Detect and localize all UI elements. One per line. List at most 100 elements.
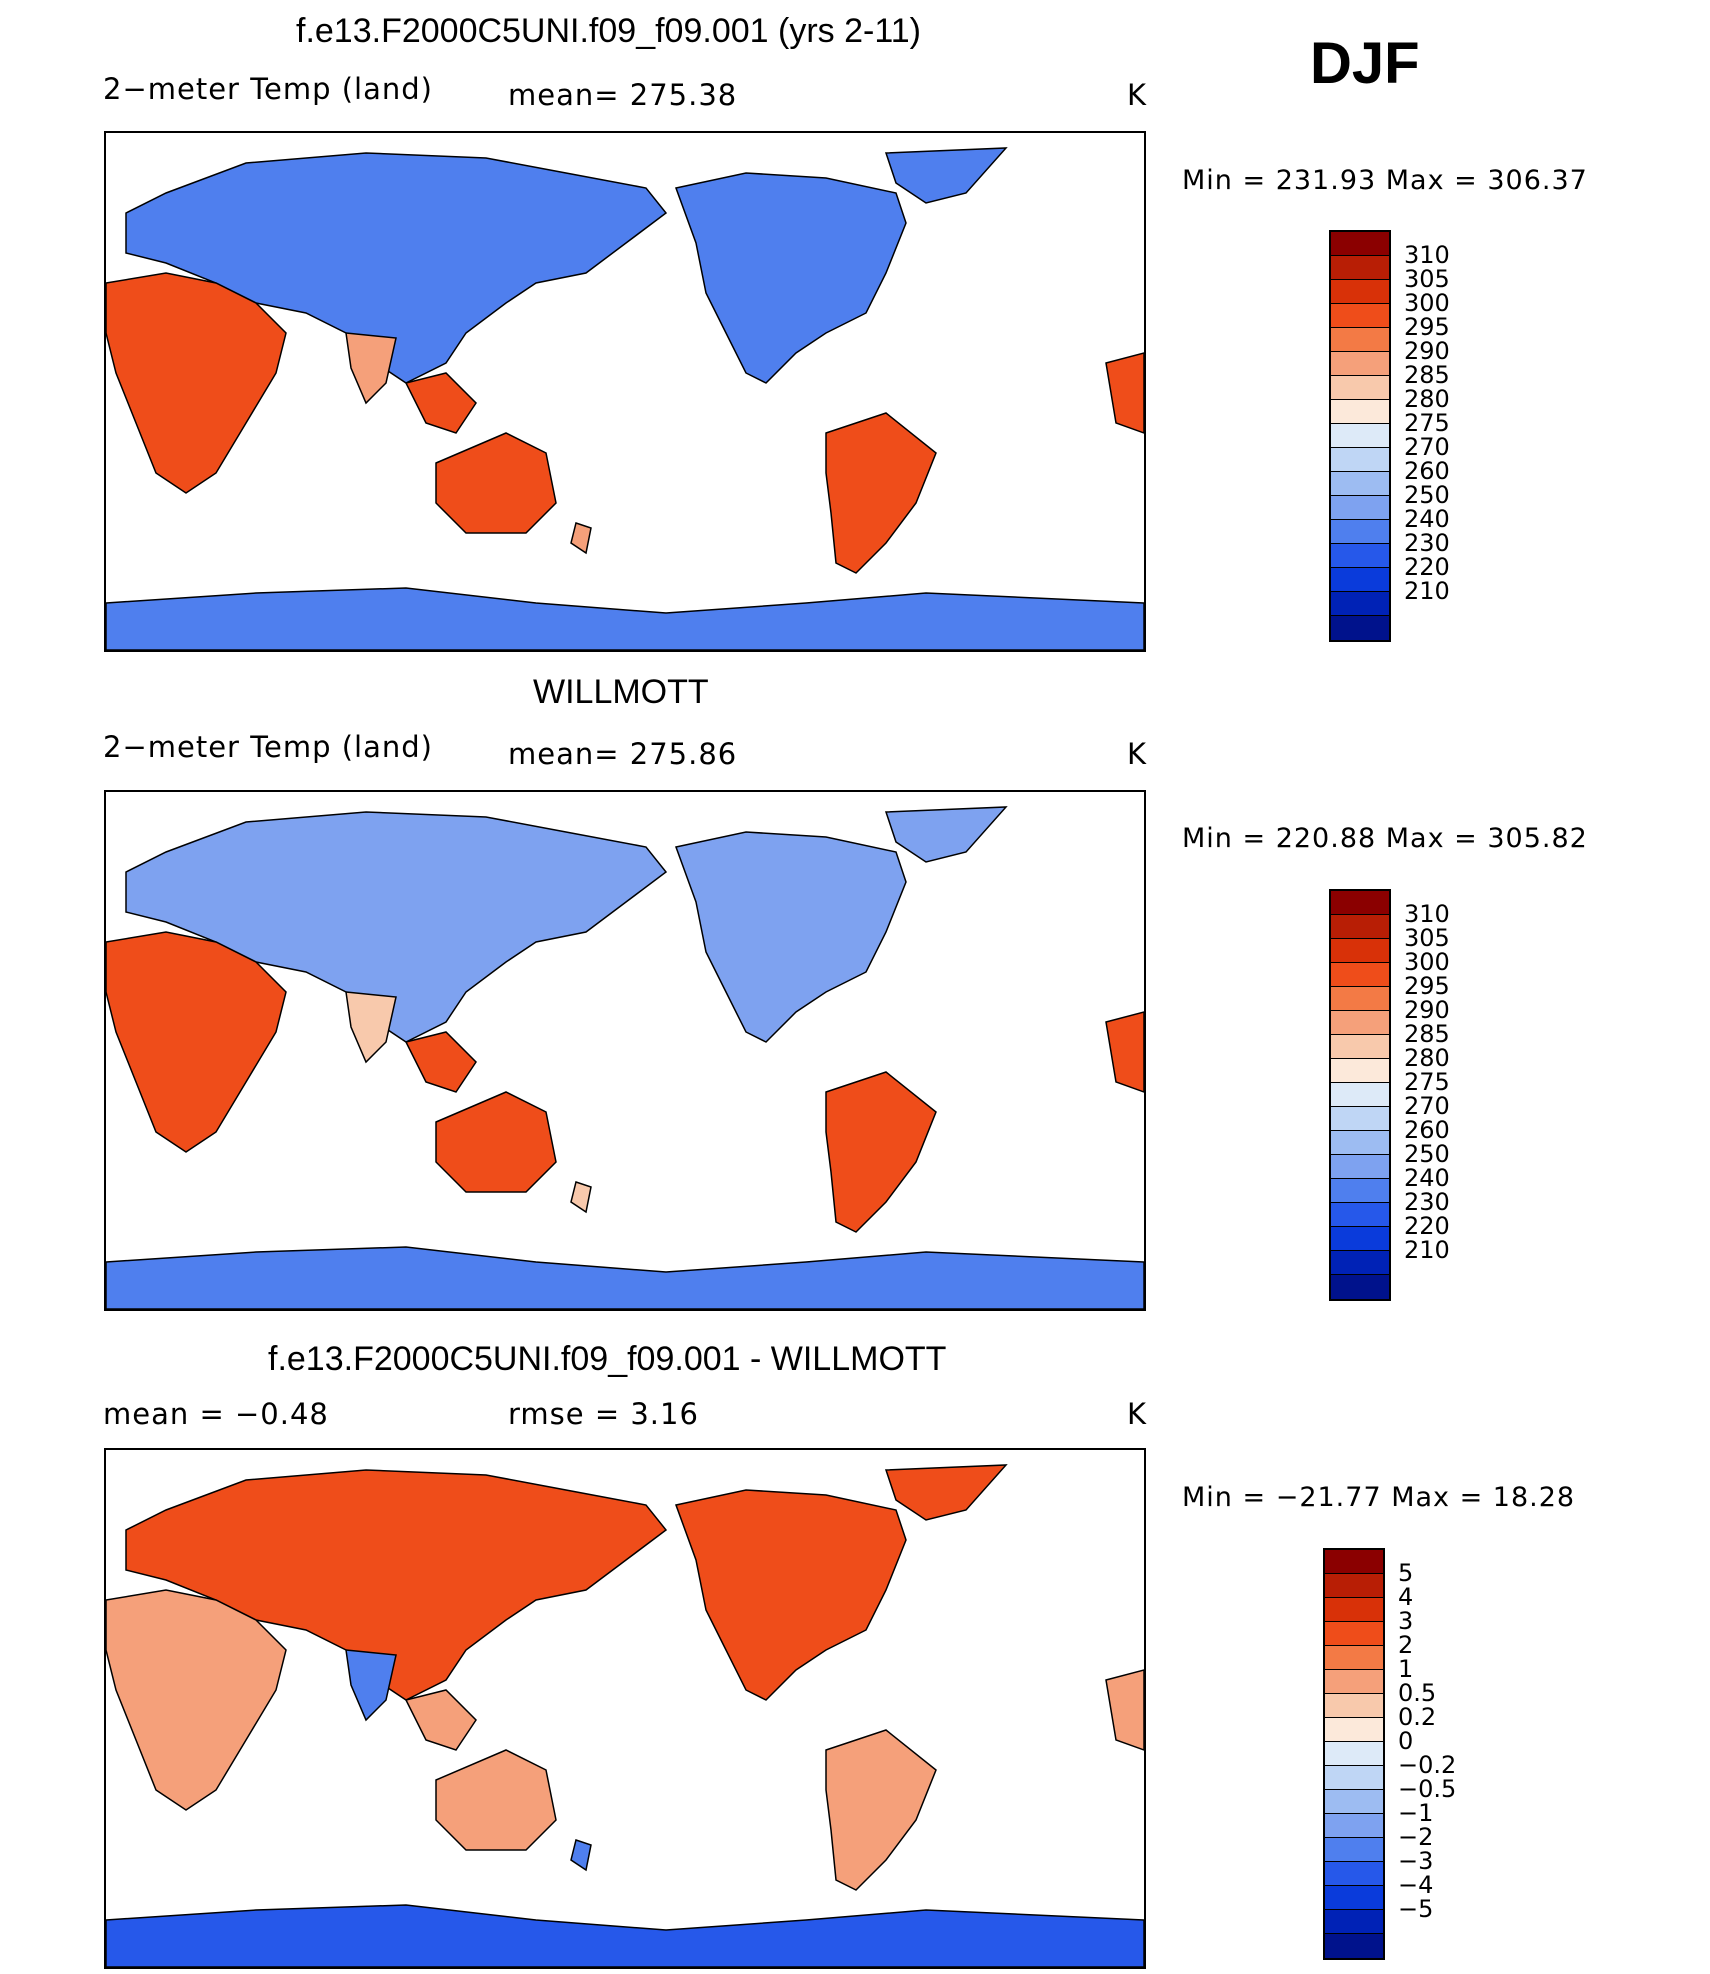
colorbar-tick-label: 220 — [1404, 1212, 1450, 1240]
landmass-india — [345, 332, 397, 405]
panel-2-colorbar — [1329, 889, 1391, 1301]
colorbar-swatch — [1325, 1670, 1383, 1694]
panel-1-title: f.e13.F2000C5UNI.f09_f09.001 (yrs 2-11) — [296, 12, 921, 50]
panel-2-mean-label: mean= 275.86 — [508, 737, 738, 771]
colorbar-swatch — [1331, 256, 1389, 280]
colorbar-swatch — [1331, 568, 1389, 592]
colorbar-tick-label: 230 — [1404, 529, 1450, 557]
landmass-wafrica — [1105, 352, 1144, 434]
landmass-australia — [435, 1091, 557, 1193]
colorbar-tick-label: 5 — [1398, 1559, 1414, 1587]
colorbar-tick-label: 260 — [1404, 457, 1450, 485]
colorbar-swatch — [1331, 592, 1389, 616]
colorbar-swatch — [1331, 1131, 1389, 1155]
colorbar-tick-label: 300 — [1404, 948, 1450, 976]
colorbar-tick-label: 220 — [1404, 553, 1450, 581]
colorbar-swatch — [1325, 1934, 1383, 1958]
colorbar-swatch — [1331, 891, 1389, 915]
landmass-nz — [570, 1181, 592, 1214]
colorbar-swatch — [1331, 376, 1389, 400]
landmass-nz — [570, 522, 592, 555]
colorbar-swatch — [1325, 1790, 1383, 1814]
colorbar-swatch — [1331, 1035, 1389, 1059]
colorbar-tick-label: 295 — [1404, 313, 1450, 341]
colorbar-swatch — [1325, 1910, 1383, 1934]
landmass-samerica — [825, 1071, 937, 1233]
colorbar-tick-label: 240 — [1404, 505, 1450, 533]
colorbar-tick-label: −5 — [1398, 1895, 1434, 1923]
landmass-seasia — [404, 1689, 477, 1751]
colorbar-swatch — [1331, 280, 1389, 304]
colorbar-tick-label: 0 — [1398, 1727, 1414, 1755]
colorbar-tick-label: 280 — [1404, 1044, 1450, 1072]
colorbar-swatch — [1325, 1766, 1383, 1790]
colorbar-tick-label: 285 — [1404, 361, 1450, 389]
landmass-samerica — [825, 412, 937, 574]
colorbar-swatch — [1325, 1838, 1383, 1862]
colorbar-tick-label: −1 — [1398, 1799, 1434, 1827]
colorbar-swatch — [1331, 496, 1389, 520]
colorbar-tick-label: 275 — [1404, 1068, 1450, 1096]
colorbar-tick-label: 305 — [1404, 924, 1450, 952]
colorbar-tick-label: −0.5 — [1398, 1775, 1457, 1803]
colorbar-tick-label: 0.5 — [1398, 1679, 1437, 1707]
landmass-antarctica — [106, 587, 1144, 650]
colorbar-swatch — [1325, 1886, 1383, 1910]
colorbar-swatch — [1325, 1694, 1383, 1718]
panel-2-units-label: K — [1127, 737, 1148, 771]
colorbar-swatch — [1331, 520, 1389, 544]
colorbar-tick-label: 300 — [1404, 289, 1450, 317]
colorbar-swatch — [1331, 352, 1389, 376]
colorbar-tick-label: −2 — [1398, 1823, 1434, 1851]
panel-3-units-label: K — [1127, 1397, 1148, 1431]
landmass-antarctica — [106, 1246, 1144, 1309]
colorbar-swatch — [1325, 1622, 1383, 1646]
colorbar-swatch — [1331, 424, 1389, 448]
landmass-greenland — [884, 147, 1008, 204]
colorbar-swatch — [1331, 232, 1389, 256]
colorbar-swatch — [1331, 1107, 1389, 1131]
colorbar-swatch — [1331, 915, 1389, 939]
landmass-africa — [106, 1589, 287, 1811]
panel-1-minmax: Min = 231.93 Max = 306.37 — [1182, 165, 1588, 196]
colorbar-swatch — [1331, 400, 1389, 424]
landmass-greenland — [884, 806, 1008, 863]
panel-2-title: WILLMOTT — [533, 673, 709, 711]
colorbar-tick-label: 210 — [1404, 1236, 1450, 1264]
panel-1-mean-label: mean= 275.38 — [508, 78, 738, 112]
colorbar-tick-label: 3 — [1398, 1607, 1414, 1635]
landmass-antarctica — [106, 1904, 1144, 1967]
landmass-africa — [106, 272, 287, 494]
colorbar-swatch — [1325, 1814, 1383, 1838]
landmass-australia — [435, 1749, 557, 1851]
colorbar-swatch — [1331, 328, 1389, 352]
colorbar-tick-label: 270 — [1404, 1092, 1450, 1120]
landmass-greenland — [884, 1464, 1008, 1521]
colorbar-tick-label: 4 — [1398, 1583, 1414, 1611]
colorbar-swatch — [1331, 448, 1389, 472]
colorbar-tick-label: 2 — [1398, 1631, 1414, 1659]
colorbar-swatch — [1331, 1275, 1389, 1299]
colorbar-tick-label: 290 — [1404, 337, 1450, 365]
panel-3-title: f.e13.F2000C5UNI.f09_f09.001 - WILLMOTT — [268, 1340, 947, 1378]
landmass-wafrica — [1105, 1669, 1144, 1751]
colorbar-swatch — [1331, 1179, 1389, 1203]
colorbar-swatch — [1331, 1203, 1389, 1227]
colorbar-swatch — [1331, 939, 1389, 963]
colorbar-swatch — [1325, 1598, 1383, 1622]
colorbar-tick-label: 310 — [1404, 241, 1450, 269]
panel-2-minmax: Min = 220.88 Max = 305.82 — [1182, 823, 1588, 854]
colorbar-tick-label: −4 — [1398, 1871, 1434, 1899]
colorbar-tick-label: 310 — [1404, 900, 1450, 928]
panel-1-variable-label: 2−meter Temp (land) — [103, 72, 433, 106]
colorbar-swatch — [1325, 1862, 1383, 1886]
season-label: DJF — [1310, 31, 1420, 96]
colorbar-tick-label: 285 — [1404, 1020, 1450, 1048]
landmass-seasia — [404, 1031, 477, 1093]
landmass-india — [345, 991, 397, 1064]
colorbar-swatch — [1331, 616, 1389, 640]
colorbar-tick-label: 260 — [1404, 1116, 1450, 1144]
colorbar-swatch — [1331, 987, 1389, 1011]
colorbar-swatch — [1331, 304, 1389, 328]
panel-1-map — [104, 131, 1146, 652]
